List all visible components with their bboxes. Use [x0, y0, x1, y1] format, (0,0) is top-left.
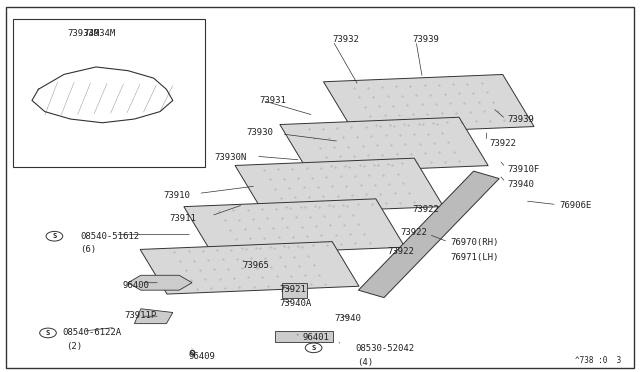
Polygon shape [280, 117, 488, 173]
Polygon shape [235, 158, 444, 214]
Text: S: S [46, 330, 50, 336]
Text: 73939: 73939 [413, 35, 440, 44]
Text: 73922: 73922 [387, 247, 414, 256]
Text: 73939: 73939 [507, 115, 534, 124]
Text: 96401: 96401 [302, 333, 329, 342]
Text: 76971(LH): 76971(LH) [451, 253, 499, 262]
Text: 73930: 73930 [246, 128, 273, 137]
Polygon shape [358, 171, 499, 298]
Polygon shape [134, 309, 173, 324]
Polygon shape [140, 242, 359, 294]
Text: 08540-51612: 08540-51612 [80, 232, 139, 241]
Text: 73934M: 73934M [83, 29, 115, 38]
Text: 73922: 73922 [413, 205, 440, 214]
Text: 73965: 73965 [242, 262, 269, 270]
Text: S: S [52, 233, 56, 239]
Text: 73932: 73932 [333, 35, 360, 44]
Text: 73940: 73940 [335, 314, 362, 323]
Text: 96409: 96409 [189, 352, 216, 360]
Bar [13, 19, 205, 167]
Text: 73940A: 73940A [280, 299, 312, 308]
Text: 73940: 73940 [507, 180, 534, 189]
Text: 76970(RH): 76970(RH) [451, 238, 499, 247]
Text: 73934M: 73934M [67, 29, 99, 38]
Text: 73911P: 73911P [125, 311, 157, 320]
Text: 96400: 96400 [123, 281, 150, 290]
Text: 73910F: 73910F [507, 165, 539, 174]
Polygon shape [184, 199, 405, 255]
Text: 73930N: 73930N [214, 153, 246, 162]
Text: 08530-52042: 08530-52042 [355, 344, 414, 353]
Text: ^738 :0  3: ^738 :0 3 [575, 356, 621, 365]
Text: 73922: 73922 [489, 139, 516, 148]
Polygon shape [128, 275, 192, 290]
Polygon shape [282, 283, 307, 298]
Polygon shape [275, 331, 333, 342]
Text: (4): (4) [357, 358, 373, 367]
Text: 76906E: 76906E [559, 201, 591, 210]
Text: 73922: 73922 [400, 228, 427, 237]
Text: 73910: 73910 [163, 191, 190, 200]
Text: 73911: 73911 [170, 214, 196, 223]
Text: (6): (6) [80, 245, 96, 254]
Text: 73921: 73921 [280, 285, 307, 294]
Text: S: S [312, 345, 316, 351]
Text: 08540-6122A: 08540-6122A [63, 328, 122, 337]
Polygon shape [324, 74, 534, 134]
Text: 73931: 73931 [259, 96, 286, 105]
Text: (2): (2) [66, 342, 82, 351]
